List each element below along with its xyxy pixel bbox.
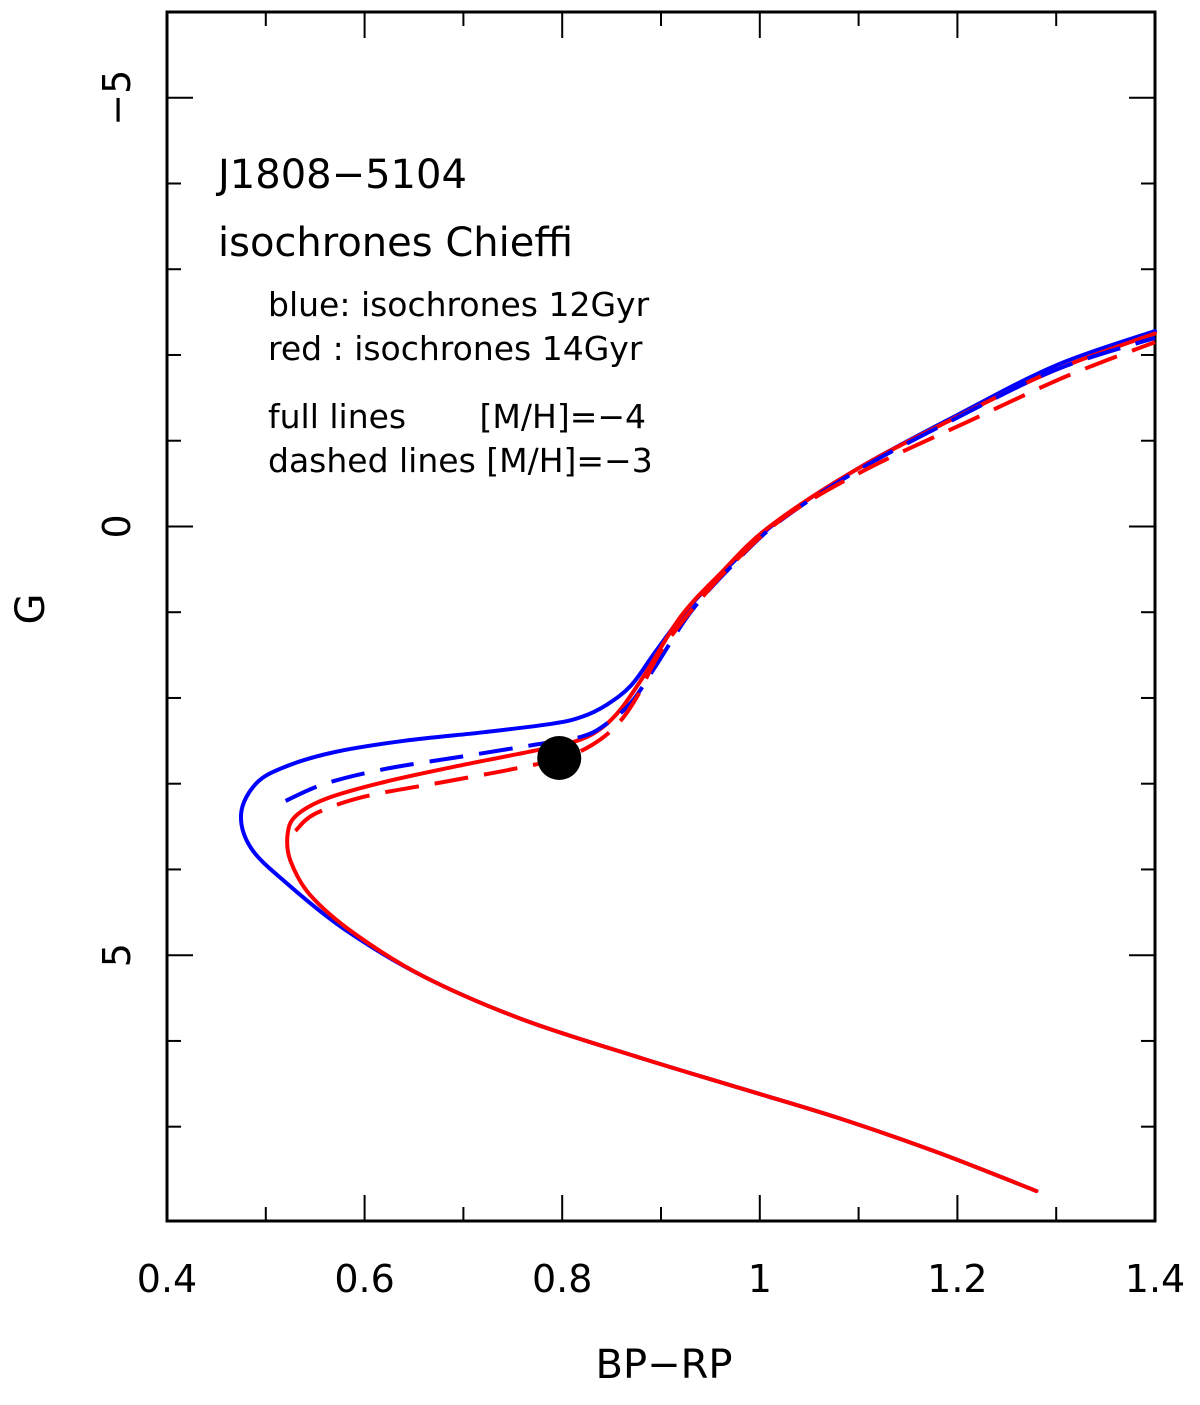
annotation-blue-line: blue: isochrones 12Gyr [268,285,650,324]
x-tick-label: 0.6 [334,1257,394,1301]
annotation-dashed-lines: dashed lines [M/H]=−3 [268,441,653,480]
annotation-full-lines: full lines [M/H]=−4 [268,397,646,436]
annotation-star-name: J1808−5104 [215,152,467,198]
y-tick-label: 5 [95,943,139,967]
x-tick-label: 0.8 [532,1257,592,1301]
series-layer [238,329,1157,1193]
series-line-red-dashed [293,340,1156,833]
y-tick-label: −5 [95,70,139,126]
x-tick-label: 0.4 [137,1257,197,1301]
x-tick-label: 1.2 [927,1257,987,1301]
x-tick-label: 1 [748,1257,772,1301]
annotation-red-line: red : isochrones 14Gyr [268,329,643,368]
x-tick-label: 1.4 [1125,1257,1185,1301]
y-axis-title: G [8,594,54,625]
x-axis-title: BP−RP [596,1342,733,1388]
axis-tick-labels: 0.4 0.6 0.8 1 1.2 1.4 −5 0 5 [95,70,1185,1301]
axis-ticks [166,12,1156,1221]
annotation-model-name: isochrones Chieffi [218,220,573,266]
series-line-blue-dashed [284,335,1156,803]
y-tick-label: 0 [95,514,139,538]
star-layer [537,735,582,780]
star-marker [537,735,582,780]
